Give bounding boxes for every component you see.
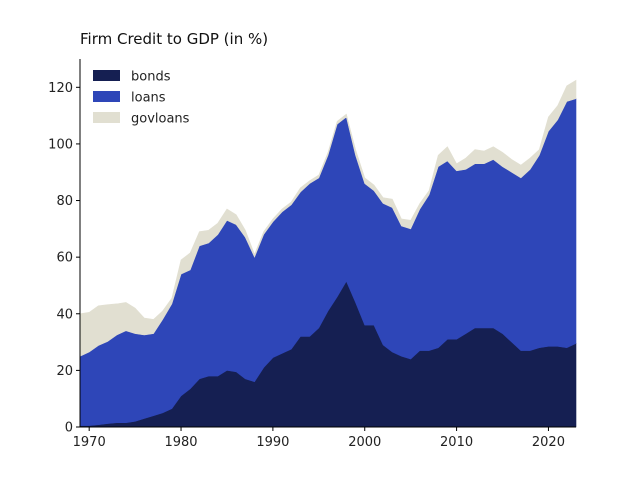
x-tick-label: 1990 [256,435,289,450]
x-tick-label: 2010 [440,435,473,450]
y-tick-label: 20 [56,364,73,379]
y-tick-label: 100 [48,137,73,152]
legend: bonds loans govloans [93,70,190,127]
legend-swatch-loans [93,91,120,102]
x-tick-label: 1970 [73,435,106,450]
legend-label-bonds: bonds [131,70,171,85]
y-tick-label: 60 [56,251,73,266]
x-tick-label: 1980 [164,435,197,450]
y-tick-label: 40 [56,307,73,322]
legend-label-loans: loans [131,91,166,106]
chart-title: Firm Credit to GDP (in %) [80,30,268,48]
y-tick-label: 120 [48,81,73,96]
area-govloans [79,79,577,357]
legend-swatch-bonds [93,70,120,81]
x-tick-label: 2020 [532,435,565,450]
x-tick-label: 2000 [348,435,381,450]
y-tick-label: 80 [56,194,73,209]
y-tick-label: 0 [65,421,73,436]
legend-label-govloans: govloans [131,112,190,127]
legend-swatch-govloans [93,112,120,123]
plot-areas [79,79,577,428]
axes: 0 20 40 60 80 100 120 1970 1980 1990 2000 2010 2020 [48,59,576,450]
